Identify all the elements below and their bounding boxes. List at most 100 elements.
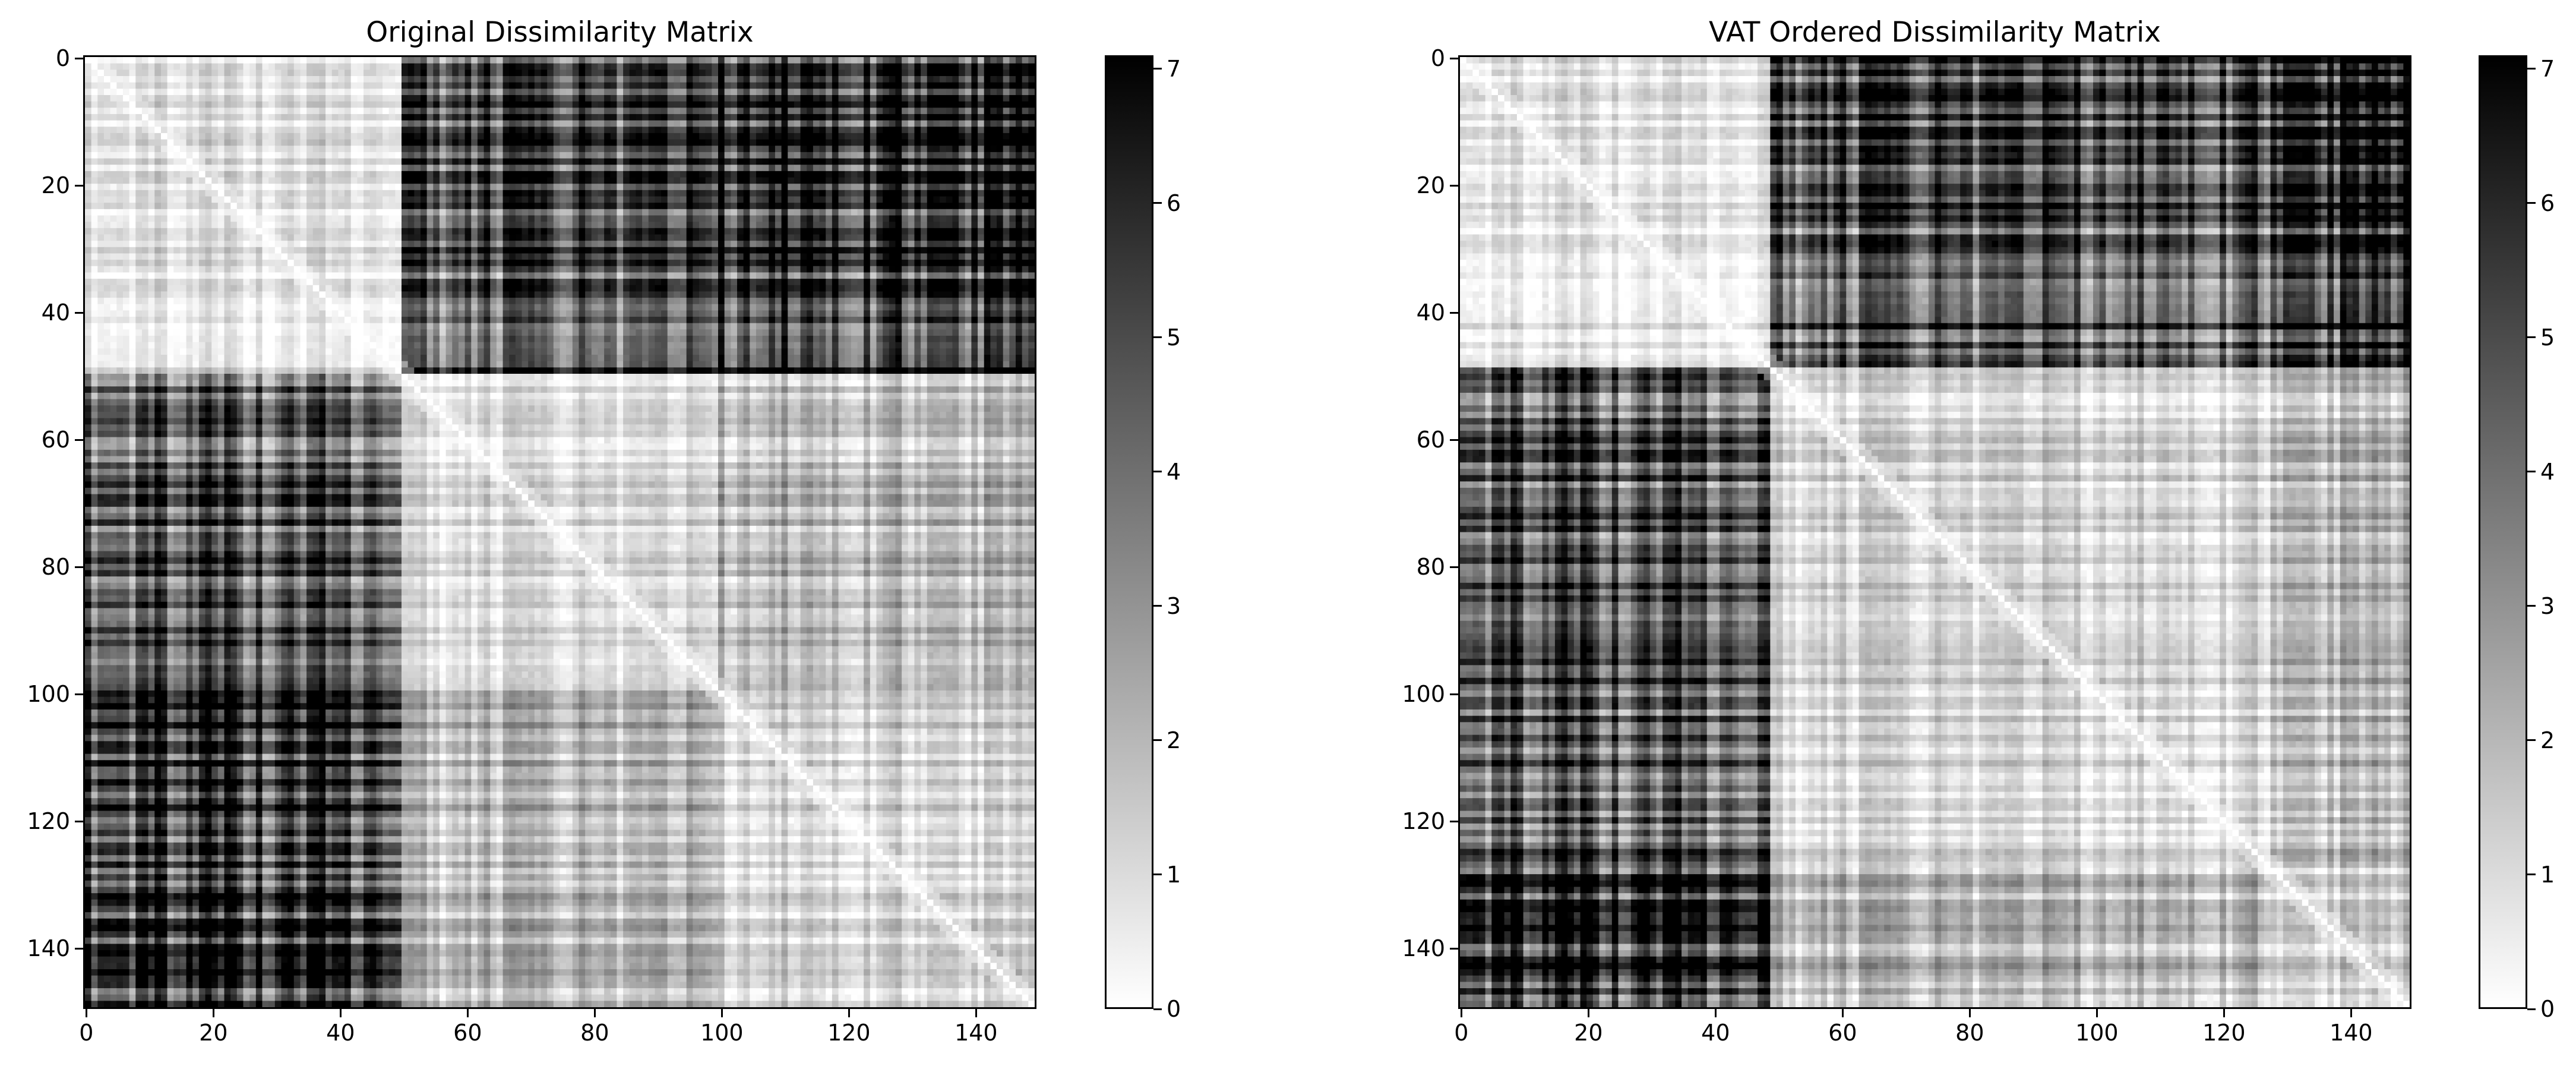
heatmap-cell [978,63,985,70]
heatmap-cell [528,177,535,184]
heatmap-cell [946,215,953,222]
heatmap-cell [369,120,377,127]
heatmap-cell [293,203,301,210]
heatmap-cell [173,82,181,89]
heatmap-cell [85,228,92,235]
heatmap-cell [483,70,491,77]
heatmap-cell [338,253,345,260]
heatmap-cell [547,133,554,140]
heatmap-cell [838,82,845,89]
heatmap-cell [1009,234,1016,241]
heatmap-cell [959,152,966,159]
heatmap-cell [402,89,409,96]
heatmap-cell [515,215,523,222]
heatmap-cell [997,215,1004,222]
heatmap-cell [705,222,712,229]
heatmap-cell [426,108,434,115]
heatmap-cell [509,152,516,159]
heatmap-cell [674,228,681,235]
heatmap-cell [781,158,788,165]
heatmap-cell [452,228,459,235]
heatmap-cell [560,152,567,159]
heatmap-cell [154,120,162,127]
heatmap-cell [502,184,510,191]
heatmap-cell [560,177,567,184]
heatmap-cell [648,215,655,222]
heatmap-cell [788,133,795,140]
heatmap-cell [965,165,972,172]
heatmap-cell [445,184,453,191]
heatmap-cell [959,260,966,267]
heatmap-cell [819,158,826,165]
heatmap-cell [971,247,978,254]
heatmap-cell [483,253,491,260]
heatmap-cell [990,139,997,146]
heatmap-cell [788,158,795,165]
heatmap-cell [383,158,390,165]
heatmap-cell [433,158,440,165]
heatmap-cell [135,222,143,229]
heatmap-cell [110,209,117,216]
heatmap-cell [883,139,890,146]
heatmap-cell [167,209,174,216]
heatmap-cell [141,209,149,216]
heatmap-cell [946,228,953,235]
heatmap-cell [541,120,548,127]
heatmap-cell [895,253,902,260]
heatmap-cell [402,253,409,260]
heatmap-cell [699,120,706,127]
heatmap-cell [515,158,523,165]
heatmap-cell [515,82,523,89]
heatmap-cell [439,57,447,64]
heatmap-cell [984,260,991,267]
heatmap-cell [889,70,896,77]
heatmap-cell [1016,222,1023,229]
heatmap-cell [978,234,985,241]
heatmap-cell [585,184,592,191]
heatmap-cell [376,127,383,134]
heatmap-cell [154,113,162,121]
heatmap-cell [407,120,415,127]
heatmap-cell [85,241,92,248]
heatmap-cell [889,209,896,216]
heatmap-cell [566,82,573,89]
heatmap-cell [686,146,693,153]
heatmap-cell [921,139,928,146]
heatmap-cell [807,63,814,70]
heatmap-cell [364,228,371,235]
heatmap-cell [927,190,934,197]
heatmap-cell [141,177,149,184]
heatmap-cell [813,127,820,134]
heatmap-cell [344,177,352,184]
heatmap-cell [712,146,719,153]
heatmap-cell [287,247,295,254]
heatmap-cell [224,209,231,216]
heatmap-cell [648,101,655,108]
heatmap-cell [579,152,586,159]
heatmap-cell [414,75,421,83]
heatmap-cell [598,171,605,178]
heatmap-cell [851,222,858,229]
heatmap-cell [889,158,896,165]
heatmap-cell [325,203,333,210]
heatmap-cell [591,75,598,83]
heatmap-cell [724,260,731,267]
heatmap-cell [857,94,864,102]
heatmap-cell [965,222,972,229]
heatmap-cell [173,196,181,203]
heatmap-cell [458,120,466,127]
heatmap-cell [889,253,896,260]
heatmap-cell [952,177,959,184]
heatmap-cell [699,94,706,102]
heatmap-cell [636,70,643,77]
heatmap-cell [135,101,143,108]
heatmap-cell [667,165,674,172]
heatmap-cell [876,209,883,216]
heatmap-cell [407,171,415,178]
heatmap-cell [528,70,535,77]
heatmap-cell [838,113,845,121]
heatmap-cell [978,146,985,153]
heatmap-cell [661,190,668,197]
heatmap-cell [699,222,706,229]
heatmap-cell [610,113,617,121]
